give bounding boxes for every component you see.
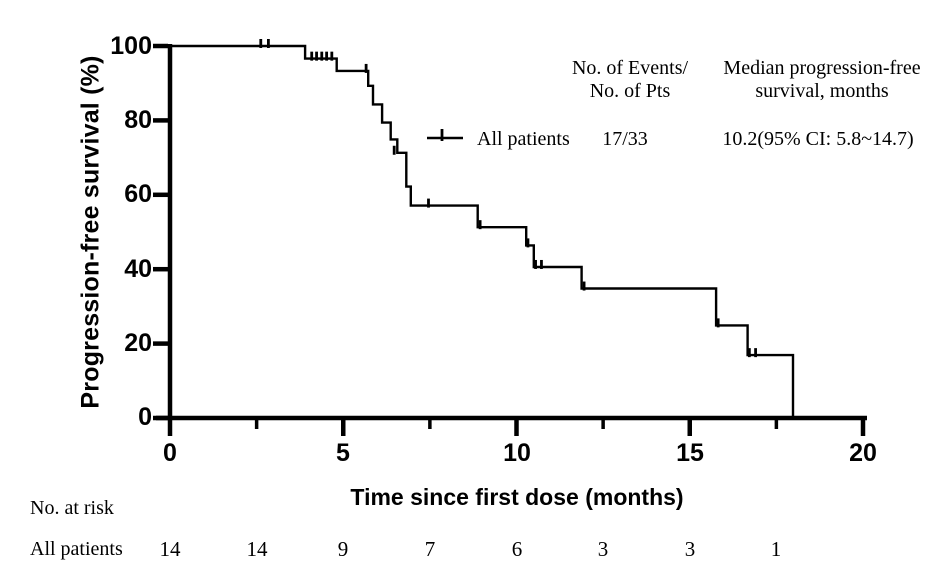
median-header-line1: Median progression-free (723, 57, 921, 79)
risk-count-t0: 14 (159, 537, 181, 561)
x-tick-label-0: 0 (163, 439, 177, 467)
x-tick-label-10: 10 (503, 439, 531, 467)
risk-count-t17-5: 1 (770, 537, 782, 561)
x-tick-label-20: 20 (849, 439, 877, 467)
median-header-line2: survival, months (755, 80, 889, 102)
risk-count-t10: 6 (511, 537, 523, 561)
legend-median-value: 10.2(95% CI: 5.8~14.7) (722, 128, 914, 150)
risk-count-t15: 3 (684, 537, 696, 561)
y-tick-label-0: 0 (138, 403, 152, 431)
risk-count-t5: 9 (337, 537, 349, 561)
x-tick-label-15: 15 (676, 439, 704, 467)
legend-events-value: 17/33 (602, 128, 648, 150)
risk-table-row-label: All patients (30, 538, 123, 560)
y-tick-label-40: 40 (124, 255, 152, 283)
risk-count-t2-5: 14 (246, 537, 268, 561)
legend-series-label: All patients (477, 128, 570, 150)
y-tick-label-80: 80 (124, 106, 152, 134)
median-column-header: Median progression-free survival, months (700, 57, 931, 103)
events-header-line2: No. of Pts (589, 80, 671, 102)
y-tick-label-100: 100 (110, 32, 152, 60)
risk-count-t12-5: 3 (597, 537, 609, 561)
risk-table-header: No. at risk (30, 497, 114, 519)
y-axis-label: Progression-free survival (%) (76, 55, 105, 409)
y-tick-label-20: 20 (124, 329, 152, 357)
events-header-line1: No. of Events/ (571, 57, 689, 79)
risk-count-t7-5: 7 (424, 537, 436, 561)
events-column-header: No. of Events/ No. of Pts (515, 57, 745, 103)
x-tick-label-5: 5 (336, 439, 350, 467)
x-axis-label: Time since first dose (months) (350, 484, 684, 510)
y-tick-label-60: 60 (124, 180, 152, 208)
